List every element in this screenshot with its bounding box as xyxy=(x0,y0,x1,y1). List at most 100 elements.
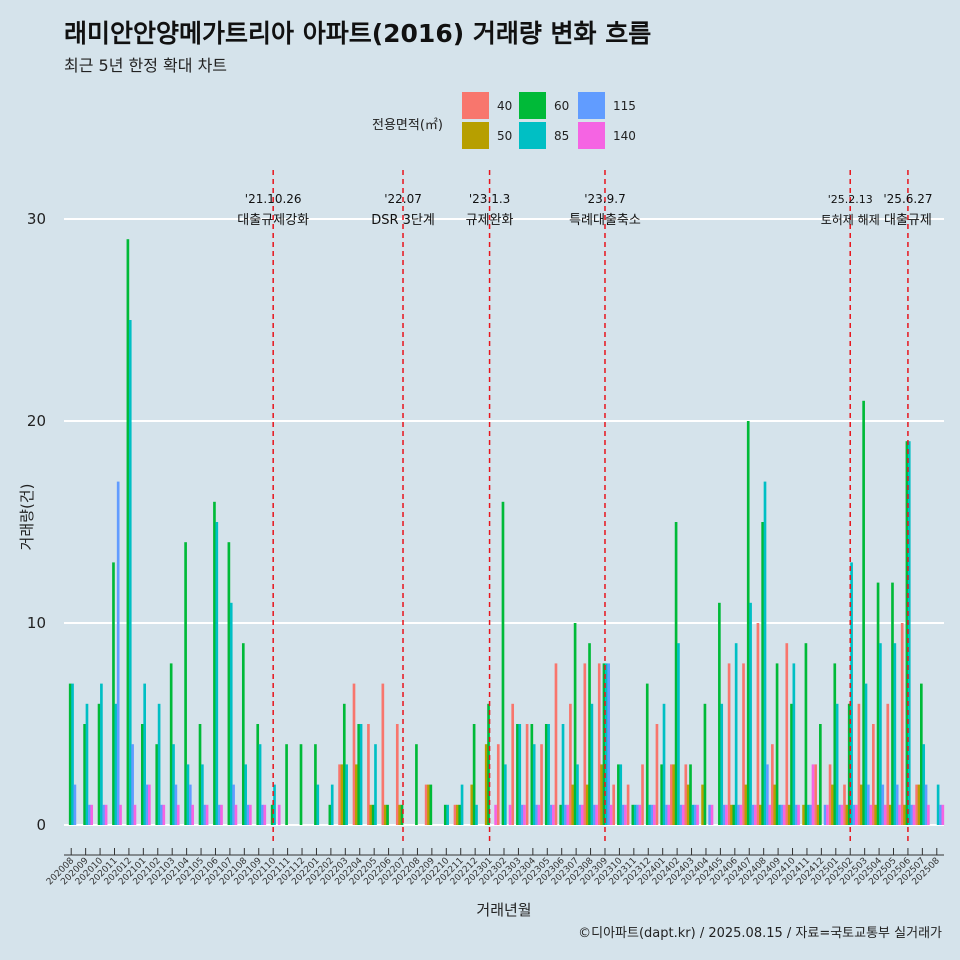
bar-60-202304 xyxy=(530,724,534,825)
bar-40-202503 xyxy=(857,703,861,825)
bar-50-202403 xyxy=(686,784,690,825)
bar-140-202406 xyxy=(739,804,743,825)
bar-60-202105 xyxy=(198,724,202,825)
bar-140-202404 xyxy=(710,804,714,825)
bar-85-202502 xyxy=(850,562,853,825)
bar-40-202209 xyxy=(424,784,428,825)
bar-50-202407 xyxy=(744,784,748,825)
bar-40-202309 xyxy=(597,663,601,825)
event-date: '25.2.13 xyxy=(828,193,873,206)
bar-85-202407 xyxy=(749,602,752,825)
bar-85-202212 xyxy=(475,804,478,825)
bar-115-202502 xyxy=(852,804,856,825)
bar-50-202209 xyxy=(427,784,430,825)
bar-115-202411 xyxy=(809,804,812,825)
bar-60-202407 xyxy=(746,421,750,825)
bar-60-202207 xyxy=(400,804,404,825)
bar-115-202305 xyxy=(549,804,553,825)
bar-40-202303 xyxy=(511,703,515,825)
legend-label-60: 60 xyxy=(554,99,570,113)
bar-40-202506 xyxy=(900,623,904,825)
bar-60-202206 xyxy=(386,804,389,825)
bar-40-202409 xyxy=(771,744,774,825)
bar-60-202109 xyxy=(256,724,260,825)
event-label: 특례대출축소 xyxy=(569,213,641,228)
bar-60-202311 xyxy=(631,804,635,825)
bar-115-202406 xyxy=(737,804,740,825)
bar-60-202406 xyxy=(732,804,736,825)
bar-50-202212 xyxy=(470,784,474,825)
bar-60-202501 xyxy=(833,663,837,825)
bar-140-202505 xyxy=(898,804,901,825)
bar-140-202303 xyxy=(523,804,526,825)
bar-40-202203 xyxy=(338,764,341,825)
bar-85-202311 xyxy=(633,804,637,825)
bar-40-202308 xyxy=(583,663,587,825)
event-label: 규제완화 xyxy=(466,213,514,228)
bar-60-202305 xyxy=(544,724,548,825)
bar-115-202504 xyxy=(881,784,885,825)
bar-140-202403 xyxy=(696,804,699,825)
bar-60-202205 xyxy=(371,804,375,825)
bar-140-202108 xyxy=(249,804,252,825)
bar-50-202307 xyxy=(571,784,575,825)
bar-115-202506 xyxy=(910,804,913,825)
bar-140-202305 xyxy=(551,804,555,825)
bar-50-202504 xyxy=(874,804,878,825)
bar-40-202507 xyxy=(915,784,918,825)
bar-50-202502 xyxy=(845,804,849,825)
bar-60-202411 xyxy=(804,643,808,825)
bar-40-202501 xyxy=(828,764,832,825)
bar-40-202211 xyxy=(453,804,457,825)
bar-140-202504 xyxy=(883,804,887,825)
bar-40-202305 xyxy=(540,744,543,825)
legend-label-115: 115 xyxy=(613,99,636,113)
x-axis-label: 거래년월 xyxy=(476,901,531,919)
bar-115-202410 xyxy=(794,804,798,825)
bar-50-202308 xyxy=(585,784,589,825)
bar-85-202201 xyxy=(316,784,320,825)
bar-50-202505 xyxy=(888,804,892,825)
bar-50-202404 xyxy=(701,784,704,825)
bar-115-202307 xyxy=(578,804,582,825)
y-tick-label: 30 xyxy=(27,210,46,228)
bar-50-202506 xyxy=(903,804,906,825)
bar-85-202210 xyxy=(446,804,449,825)
bar-115-202402 xyxy=(679,804,683,825)
bar-40-202310 xyxy=(612,784,615,825)
bar-50-202503 xyxy=(859,784,863,825)
chart-title: 래미안안양메가트리아 아파트(2016) 거래량 변화 흐름 xyxy=(64,19,652,48)
bar-140-202105 xyxy=(205,804,209,825)
event-annotations: '21.10.26 대출규제강화 '22.07 DSR 3단계 '23.1.3 규제완화 '… xyxy=(237,170,932,845)
bar-115-202407 xyxy=(751,804,755,825)
bar-50-202205 xyxy=(369,804,373,825)
bar-85-202309 xyxy=(604,663,608,825)
bar-40-202207 xyxy=(395,724,399,825)
bar-40-202403 xyxy=(684,764,688,825)
bar-115-202505 xyxy=(895,784,899,825)
bar-115-202404 xyxy=(708,804,711,825)
legend-key-60 xyxy=(519,92,546,119)
bar-50-202207 xyxy=(398,804,401,825)
bar-60-202408 xyxy=(761,522,764,825)
bar-60-202412 xyxy=(819,724,822,825)
bar-140-202103 xyxy=(176,804,180,825)
event-label: 토허제 해제 xyxy=(821,213,880,227)
bar-140-202411 xyxy=(811,764,815,825)
bar-115-202105 xyxy=(203,804,207,825)
bar-85-202011 xyxy=(114,703,118,825)
bar-115-202008 xyxy=(73,784,77,825)
bar-140-202407 xyxy=(753,804,757,825)
bar-115-202011 xyxy=(116,481,120,825)
bar-85-202501 xyxy=(835,703,839,825)
bar-85-202110 xyxy=(273,784,276,825)
bar-40-202410 xyxy=(785,643,789,825)
bar-140-202101 xyxy=(148,784,151,825)
bar-85-202106 xyxy=(215,522,219,825)
bar-140-202502 xyxy=(854,804,858,825)
event-date: '21.10.26 xyxy=(245,192,302,206)
bar-60-202410 xyxy=(790,703,793,825)
event-date: '22.07 xyxy=(384,192,422,206)
bar-85-202303 xyxy=(518,724,522,825)
